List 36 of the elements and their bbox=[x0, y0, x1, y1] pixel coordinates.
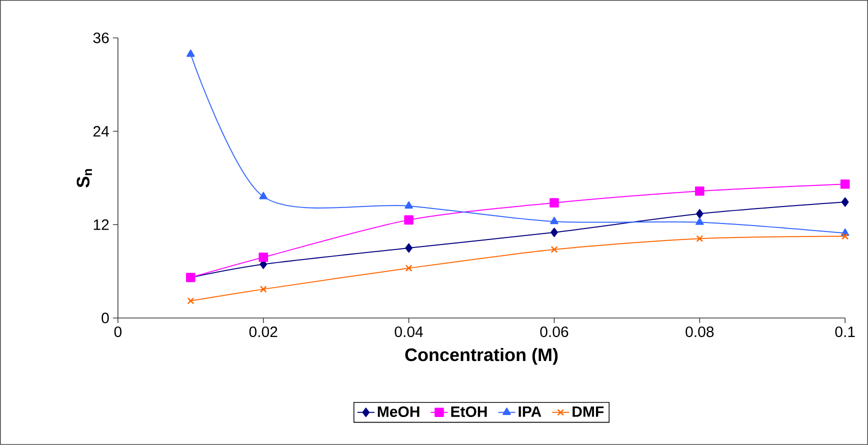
point bbox=[695, 186, 704, 196]
point bbox=[840, 180, 850, 189]
x-tick-label: 0.1 bbox=[835, 326, 855, 338]
point bbox=[696, 218, 704, 225]
point bbox=[696, 235, 704, 242]
y-tick-label: 12 bbox=[94, 219, 109, 230]
point bbox=[841, 197, 849, 207]
point bbox=[258, 252, 268, 262]
point bbox=[186, 50, 195, 57]
point bbox=[259, 192, 268, 200]
legend-label: EtOH bbox=[451, 406, 487, 418]
point bbox=[550, 246, 558, 254]
y-axis-title: S$_{n}$ bbox=[76, 169, 92, 188]
legend-label: DMF bbox=[572, 406, 604, 417]
x-tick-label: 0 bbox=[114, 326, 122, 338]
y-tick-label: 36 bbox=[93, 32, 109, 44]
point bbox=[404, 201, 413, 209]
x-tick-label: 0.02 bbox=[249, 326, 278, 338]
point bbox=[842, 232, 849, 240]
point bbox=[550, 228, 558, 238]
point bbox=[260, 286, 267, 293]
x-tick-label: 0.08 bbox=[686, 326, 714, 338]
point bbox=[404, 215, 414, 225]
legend-label: IPA bbox=[518, 406, 542, 417]
point bbox=[696, 209, 704, 218]
y-tick-label: 24 bbox=[93, 126, 109, 137]
legend-label: MeOH bbox=[378, 406, 420, 418]
y-tick-label: 0 bbox=[102, 312, 109, 324]
point bbox=[550, 198, 559, 208]
point bbox=[405, 243, 412, 253]
x-tick-label: 0.06 bbox=[540, 326, 568, 338]
x-tick-label: 0.04 bbox=[394, 326, 423, 338]
x-axis-title: Concentration (M) bbox=[405, 348, 558, 365]
point bbox=[550, 216, 558, 224]
point bbox=[405, 264, 412, 272]
point bbox=[187, 297, 194, 304]
